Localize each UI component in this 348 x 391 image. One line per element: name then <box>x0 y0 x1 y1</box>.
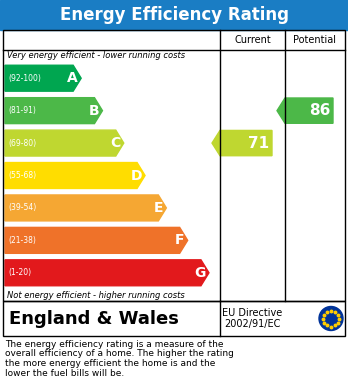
Polygon shape <box>277 98 333 123</box>
Bar <box>3 301 345 336</box>
Text: (69-80): (69-80) <box>8 138 36 147</box>
Text: C: C <box>111 136 121 150</box>
Text: G: G <box>195 266 206 280</box>
Text: (1-20): (1-20) <box>8 268 31 277</box>
Text: B: B <box>89 104 100 118</box>
Polygon shape <box>5 98 102 124</box>
Bar <box>3 30 345 301</box>
Text: The energy efficiency rating is a measure of the: The energy efficiency rating is a measur… <box>5 340 223 349</box>
Text: (81-91): (81-91) <box>8 106 36 115</box>
Polygon shape <box>5 228 188 253</box>
Text: 86: 86 <box>309 103 330 118</box>
Text: 2002/91/EC: 2002/91/EC <box>224 319 281 328</box>
Text: England & Wales: England & Wales <box>9 310 179 328</box>
Text: Not energy efficient - higher running costs: Not energy efficient - higher running co… <box>7 291 185 300</box>
Text: 71: 71 <box>248 136 269 151</box>
Polygon shape <box>5 65 81 91</box>
Polygon shape <box>212 131 272 156</box>
Text: EU Directive: EU Directive <box>222 308 283 319</box>
Text: (55-68): (55-68) <box>8 171 36 180</box>
Text: E: E <box>154 201 163 215</box>
Polygon shape <box>5 260 209 286</box>
Text: Energy Efficiency Rating: Energy Efficiency Rating <box>60 6 288 24</box>
Text: A: A <box>68 71 78 85</box>
Bar <box>0 0 348 30</box>
Text: overall efficiency of a home. The higher the rating: overall efficiency of a home. The higher… <box>5 350 234 359</box>
Circle shape <box>319 307 343 330</box>
Text: the more energy efficient the home is and the: the more energy efficient the home is an… <box>5 359 215 368</box>
Text: Very energy efficient - lower running costs: Very energy efficient - lower running co… <box>7 52 185 61</box>
Text: (21-38): (21-38) <box>8 236 36 245</box>
Text: (92-100): (92-100) <box>8 74 41 83</box>
Text: D: D <box>130 169 142 183</box>
Polygon shape <box>5 163 145 188</box>
Text: F: F <box>175 233 185 248</box>
Polygon shape <box>5 130 124 156</box>
Text: (39-54): (39-54) <box>8 203 36 212</box>
Text: Current: Current <box>234 35 271 45</box>
Polygon shape <box>5 195 166 221</box>
Text: lower the fuel bills will be.: lower the fuel bills will be. <box>5 368 124 377</box>
Text: Potential: Potential <box>293 35 337 45</box>
